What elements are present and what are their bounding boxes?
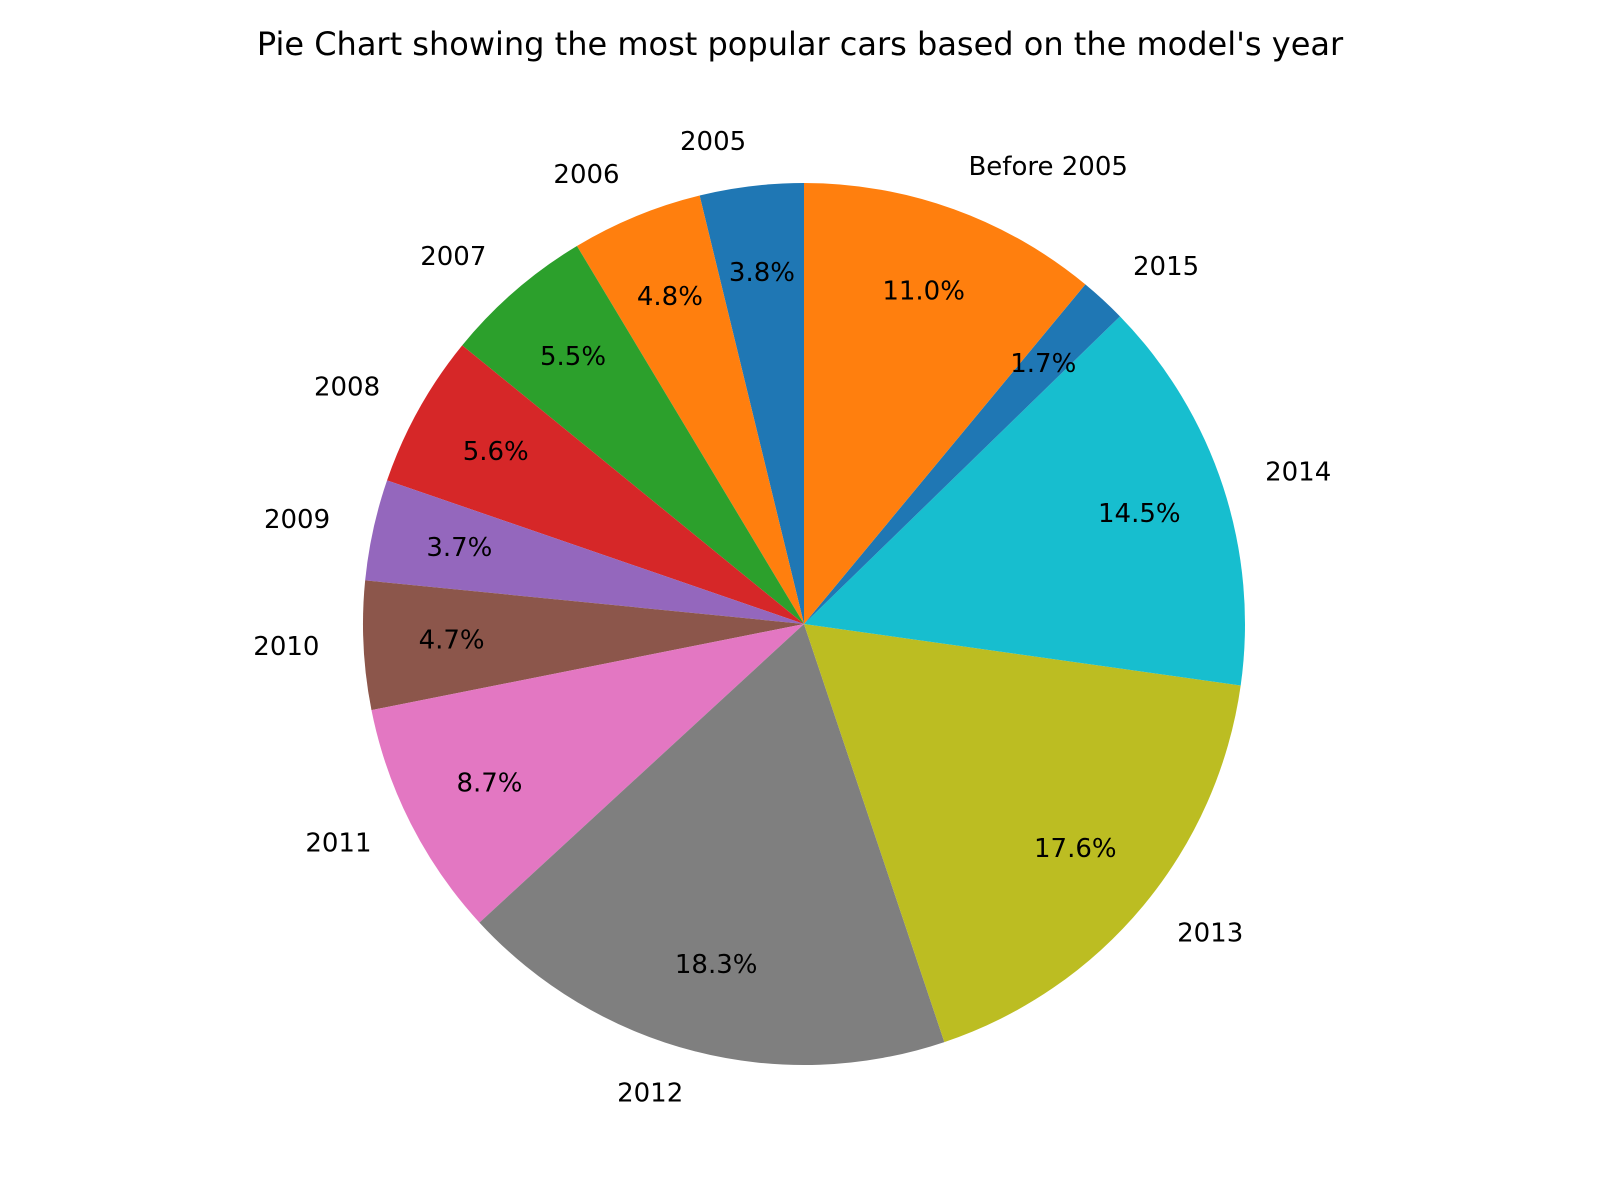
slice-percent-2015: 1.7% — [1010, 349, 1076, 379]
pie-slice-2013 — [804, 624, 1241, 1043]
pie-slice-2006 — [576, 195, 804, 624]
slice-percent-2012: 18.3% — [675, 950, 758, 980]
slice-percent-before-2005: 11.0% — [882, 277, 965, 307]
pie-slices — [363, 183, 1245, 1065]
slice-percent-2006: 4.8% — [637, 282, 703, 312]
pie-slice-2009 — [365, 480, 804, 624]
pie-slice-2015 — [804, 284, 1120, 624]
slice-label-2011: 2011 — [305, 828, 371, 858]
slice-label-2006: 2006 — [553, 160, 619, 190]
pie-slice-2014 — [804, 316, 1245, 686]
pie-slice-before-2005 — [804, 183, 1086, 624]
slice-percent-2005: 3.8% — [729, 258, 795, 288]
slice-label-before-2005: Before 2005 — [968, 152, 1127, 182]
slice-label-2010: 2010 — [253, 632, 319, 662]
pie-slice-2007 — [462, 245, 804, 625]
slice-percent-2011: 8.7% — [456, 768, 522, 798]
pie-slice-2011 — [371, 624, 804, 923]
pie-slice-2005 — [699, 183, 804, 624]
slice-percent-2014: 14.5% — [1098, 499, 1181, 529]
chart-title: Pie Chart showing the most popular cars … — [257, 25, 1344, 63]
slice-percent-2009: 3.7% — [426, 533, 492, 563]
pie-slice-2010 — [363, 580, 804, 711]
slice-label-2009: 2009 — [264, 505, 330, 535]
slice-label-2015: 2015 — [1133, 252, 1199, 282]
slice-label-2008: 2008 — [314, 373, 380, 403]
slice-label-2013: 2013 — [1177, 919, 1243, 949]
pie-slice-2012 — [479, 624, 945, 1065]
slice-label-2014: 2014 — [1265, 458, 1331, 488]
slice-label-2005: 2005 — [680, 127, 746, 157]
pie-slice-2008 — [387, 345, 804, 624]
pie-labels: 2005 3.8% 2006 4.8% 2007 5.5% 2008 5.6% 2009 3.7%… — [253, 127, 1331, 1108]
slice-percent-2007: 5.5% — [540, 342, 606, 372]
slice-percent-2010: 4.7% — [419, 626, 485, 656]
slice-label-2007: 2007 — [420, 242, 486, 272]
slice-label-2012: 2012 — [617, 1078, 683, 1108]
slice-percent-2013: 17.6% — [1034, 834, 1117, 864]
slice-percent-2008: 5.6% — [463, 437, 529, 467]
